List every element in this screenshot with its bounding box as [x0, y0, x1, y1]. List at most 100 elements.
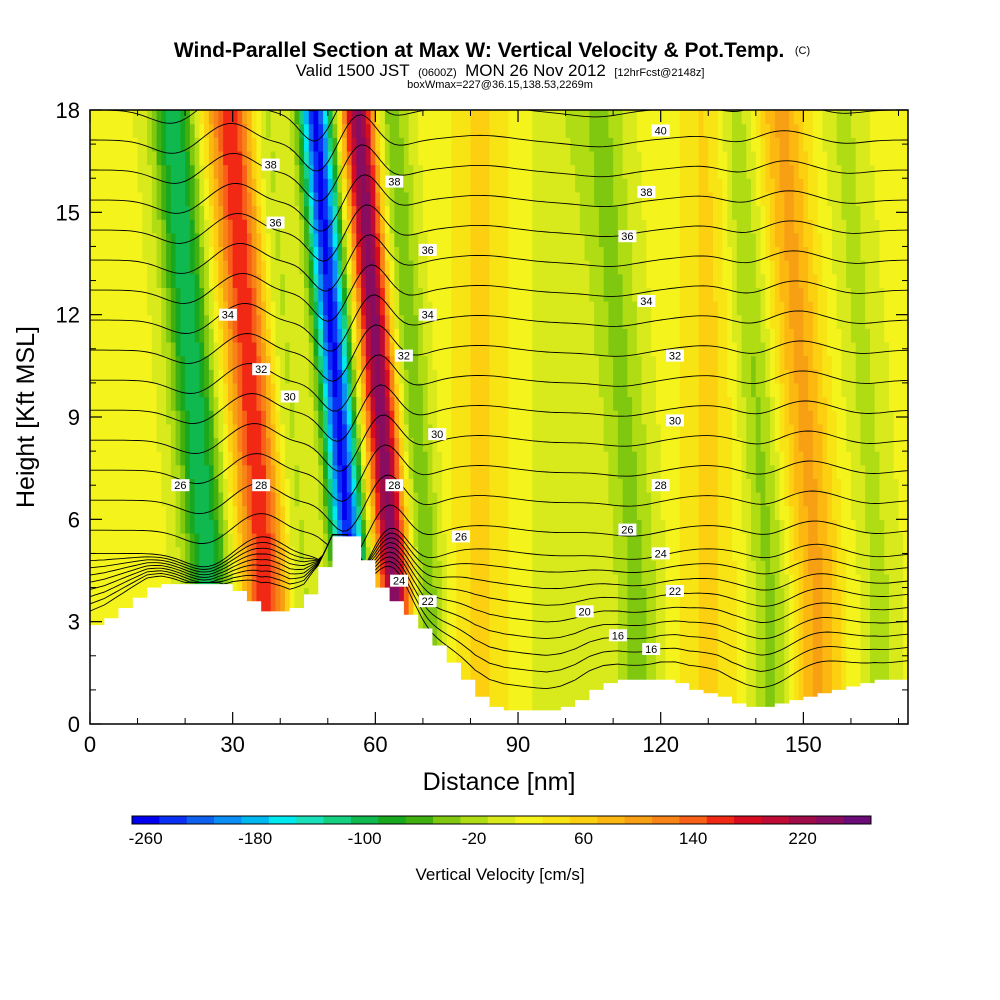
velocity-cell: [579, 451, 586, 466]
velocity-cell: [280, 478, 286, 493]
velocity-cell: [237, 287, 243, 302]
velocity-cell: [242, 232, 248, 248]
velocity-cell: [189, 219, 196, 234]
velocity-cell: [608, 301, 614, 316]
velocity-cell: [484, 328, 491, 343]
velocity-cell: [161, 573, 167, 589]
velocity-cell: [613, 287, 619, 302]
velocity-cell: [532, 355, 538, 370]
velocity-cell: [479, 164, 486, 179]
velocity-cell: [432, 478, 438, 493]
velocity-cell: [408, 410, 414, 425]
velocity-cell: [123, 437, 129, 452]
velocity-cell: [227, 232, 234, 248]
velocity-cell: [256, 328, 262, 343]
velocity-cell: [147, 382, 153, 398]
velocity-cell: [189, 164, 196, 179]
velocity-cell: [408, 341, 414, 357]
velocity-cell: [465, 546, 472, 561]
velocity-cell: [365, 437, 372, 452]
velocity-cell: [422, 614, 429, 630]
velocity-cell: [280, 314, 286, 329]
velocity-cell: [147, 178, 153, 193]
velocity-cell: [427, 123, 434, 138]
velocity-cell: [242, 519, 248, 534]
velocity-cell: [365, 260, 372, 275]
velocity-cell: [104, 505, 110, 520]
velocity-cell: [575, 287, 581, 302]
velocity-cell: [603, 369, 609, 384]
velocity-cell: [161, 532, 167, 548]
velocity-cell: [513, 478, 519, 493]
velocity-cell: [132, 314, 139, 329]
velocity-cell: [598, 301, 605, 316]
velocity-cell: [351, 314, 357, 329]
title-block: Wind-Parallel Section at Max W: Vertical…: [174, 39, 810, 91]
velocity-cell: [90, 464, 96, 479]
velocity-cell: [518, 273, 524, 288]
velocity-cell: [194, 423, 200, 439]
velocity-cell: [598, 532, 605, 548]
velocity-cell: [460, 396, 467, 411]
velocity-cell: [532, 178, 538, 193]
velocity-cell: [180, 150, 186, 166]
velocity-cell: [541, 560, 548, 575]
velocity-cell: [94, 341, 101, 357]
velocity-cell: [422, 219, 429, 234]
velocity-cell: [275, 123, 281, 138]
velocity-cell: [185, 246, 191, 261]
velocity-cell: [227, 396, 234, 411]
velocity-cell: [441, 232, 448, 248]
velocity-cell: [370, 150, 376, 166]
velocity-cell: [223, 532, 229, 548]
velocity-cell: [294, 232, 300, 248]
velocity-cell: [579, 273, 586, 288]
velocity-cell: [575, 669, 581, 684]
velocity-cell: [565, 382, 571, 398]
velocity-cell: [579, 573, 586, 589]
velocity-cell: [261, 355, 267, 370]
velocity-cell: [375, 246, 381, 261]
velocity-cell: [304, 314, 310, 329]
velocity-cell: [313, 451, 319, 466]
velocity-cell: [132, 205, 139, 220]
velocity-cell: [294, 314, 300, 329]
velocity-cell: [432, 587, 438, 602]
velocity-cell: [142, 505, 148, 520]
velocity-cell: [489, 423, 495, 439]
velocity-cell: [356, 423, 362, 439]
velocity-cell: [280, 232, 286, 248]
velocity-cell: [256, 573, 262, 589]
velocity-cell: [437, 492, 443, 507]
velocity-cell: [356, 505, 362, 520]
velocity-cell: [603, 669, 609, 684]
velocity-cell: [275, 178, 281, 193]
velocity-cell: [399, 205, 405, 220]
velocity-cell: [370, 451, 376, 466]
velocity-cell: [280, 301, 286, 316]
velocity-cell: [589, 205, 595, 220]
velocity-cell: [246, 150, 253, 166]
velocity-cell: [570, 683, 576, 698]
velocity-cell: [479, 628, 486, 643]
velocity-cell: [370, 505, 376, 520]
velocity-cell: [546, 683, 552, 698]
velocity-cell: [275, 355, 281, 370]
velocity-cell: [156, 301, 162, 316]
velocity-cell: [265, 369, 272, 384]
velocity-cell: [151, 246, 158, 261]
velocity-cell: [413, 123, 419, 138]
velocity-cell: [213, 410, 220, 425]
velocity-cell: [399, 314, 405, 329]
velocity-cell: [199, 328, 205, 343]
velocity-cell: [513, 246, 519, 261]
velocity-cell: [323, 519, 329, 534]
velocity-cell: [94, 355, 101, 370]
velocity-cell: [246, 232, 253, 248]
velocity-cell: [518, 451, 524, 466]
velocity-cell: [475, 464, 481, 479]
velocity-cell: [237, 246, 243, 261]
velocity-cell: [204, 232, 210, 248]
velocity-cell: [432, 219, 438, 234]
box-info: boxWmax=227@36.15,138.53,2269m: [407, 79, 593, 91]
